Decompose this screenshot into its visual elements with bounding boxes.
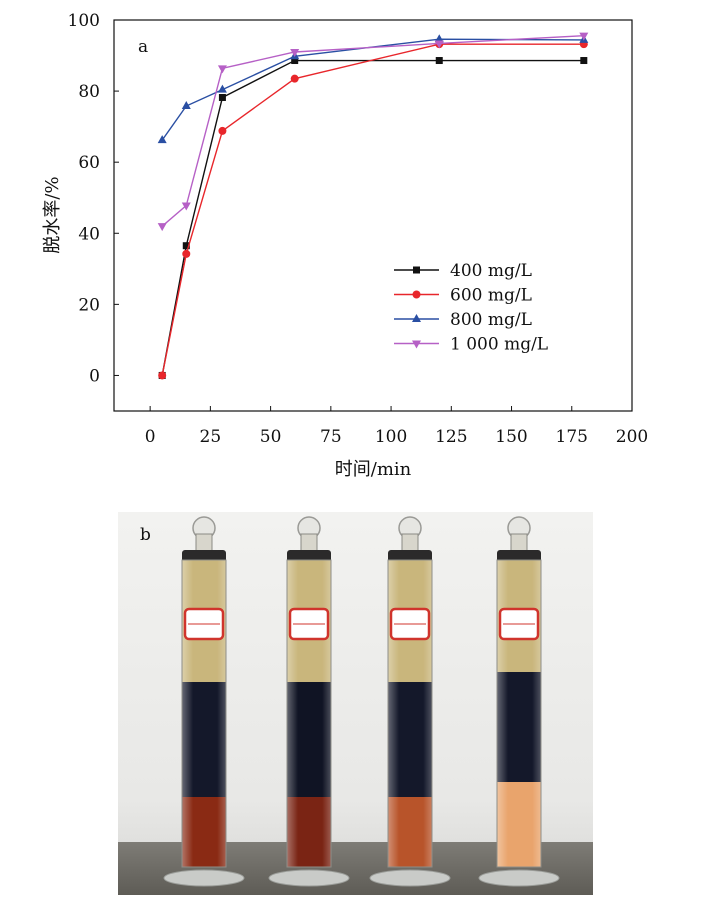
glass-wall (387, 559, 433, 868)
y-tick-label: 100 (68, 11, 100, 31)
data-point (218, 126, 227, 135)
data-point (182, 249, 191, 258)
data-point (434, 34, 444, 43)
data-point (217, 84, 227, 93)
y-tick-label: 40 (78, 224, 100, 244)
cylinders-photo: b (118, 512, 593, 895)
data-point (181, 101, 191, 110)
legend-label: 600 mg/L (450, 286, 532, 306)
plot-frame (113, 19, 633, 412)
series-line (161, 38, 584, 141)
y-tick-label: 20 (78, 295, 100, 315)
dehydration-chart: 0 25 50 75 100 125 150 175 200 0 20 40 60 80 100 400 m… (42, 11, 649, 480)
data-point (290, 74, 299, 83)
cylinder-4 (478, 516, 560, 887)
x-tick-label: 100 (375, 427, 407, 447)
y-tick-label: 0 (89, 366, 100, 386)
x-tick-label: 200 (616, 427, 648, 447)
x-tick-label: 75 (320, 427, 342, 447)
x-tick-label: 0 (145, 427, 156, 447)
cylinder-base (369, 869, 451, 887)
cylinders (163, 516, 560, 887)
x-tick-label: 175 (556, 427, 588, 447)
data-point (157, 223, 167, 232)
cylinder-1 (163, 516, 245, 887)
series-4 (157, 32, 589, 232)
axis-ticks: 0 25 50 75 100 125 150 175 200 0 20 40 60 80 100 (68, 11, 649, 447)
data-point (435, 57, 443, 65)
legend-entry: 600 mg/L (394, 286, 532, 306)
cylinder-3 (369, 516, 451, 887)
legend: 400 mg/L 600 mg/L 800 mg/L 1 000 mg/L (394, 261, 548, 355)
data-point (579, 32, 589, 41)
series-3 (157, 34, 589, 144)
data-point (290, 48, 300, 57)
y-tick-label: 60 (78, 153, 100, 173)
legend-marker (412, 314, 421, 322)
series-layer (157, 32, 589, 380)
glass-wall (496, 559, 542, 868)
x-axis-label: 时间/min (335, 459, 412, 480)
data-point (181, 202, 191, 211)
data-point (157, 135, 167, 144)
data-point (291, 57, 299, 65)
x-tick-label: 125 (435, 427, 467, 447)
legend-entry: 800 mg/L (394, 310, 532, 330)
legend-marker (413, 266, 420, 274)
data-point (217, 65, 227, 74)
data-point (182, 242, 190, 250)
legend-label: 1 000 mg/L (450, 335, 548, 355)
legend-label: 400 mg/L (450, 261, 532, 281)
data-point (580, 57, 588, 65)
photo-illustration: b (118, 512, 593, 895)
x-tick-label: 150 (495, 427, 527, 447)
data-point (158, 371, 167, 380)
x-tick-label: 25 (200, 427, 222, 447)
cylinder-base (268, 869, 350, 887)
panel-label-b: b (140, 525, 151, 545)
series-line (161, 59, 584, 376)
x-tick-label: 50 (260, 427, 282, 447)
legend-marker (412, 340, 421, 349)
panel-label-a: a (138, 37, 148, 57)
series-line (161, 34, 584, 227)
data-point (434, 40, 444, 49)
plot-border (113, 19, 633, 412)
glass-wall (181, 559, 227, 868)
series-line (161, 43, 584, 376)
glass-wall (286, 559, 332, 868)
y-axis-label: 脱水率/% (42, 176, 63, 253)
legend-entry: 400 mg/L (394, 261, 532, 281)
data-point (218, 93, 226, 101)
cylinder-base (478, 869, 560, 887)
legend-entry: 1 000 mg/L (394, 335, 548, 355)
series-1 (158, 57, 588, 379)
cylinder-2 (268, 516, 350, 887)
legend-marker (412, 290, 421, 299)
legend-label: 800 mg/L (450, 310, 532, 330)
cylinder-base (163, 869, 245, 887)
y-tick-label: 80 (78, 82, 100, 102)
